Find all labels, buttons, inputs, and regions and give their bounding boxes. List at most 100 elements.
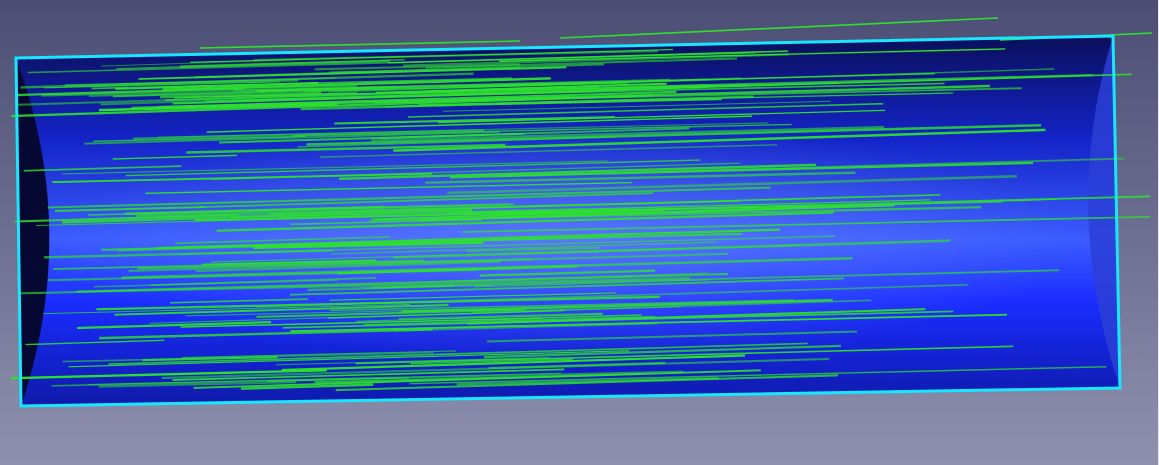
- streamline: [371, 269, 1060, 289]
- streamline: [199, 40, 521, 49]
- streamline: [41, 78, 671, 97]
- streamline: [206, 115, 753, 133]
- streamline: [99, 102, 338, 112]
- streamline: [398, 312, 604, 321]
- streamline: [483, 344, 842, 359]
- streamline: [327, 309, 565, 319]
- streamline: [281, 354, 746, 372]
- streamline: [194, 208, 673, 222]
- streamline: [160, 91, 322, 99]
- streamline: [488, 361, 666, 370]
- streamline: [53, 259, 424, 270]
- streamline: [121, 256, 853, 279]
- streamline: [202, 259, 377, 266]
- streamline: [472, 299, 872, 314]
- streamline: [339, 163, 816, 181]
- streamline: [62, 160, 609, 175]
- streamline: [99, 328, 433, 340]
- streamline: [185, 308, 488, 317]
- streamline: [447, 175, 1017, 195]
- streamline: [195, 260, 501, 273]
- streamline: [462, 215, 1151, 233]
- streamline: [94, 279, 339, 288]
- streamline: [172, 368, 565, 381]
- streamline: [77, 320, 272, 330]
- streamline: [44, 249, 334, 259]
- streamline: [55, 205, 205, 212]
- streamline: [486, 330, 858, 343]
- streamline: [47, 186, 771, 209]
- streamline: [363, 315, 656, 326]
- streamline: [290, 313, 1008, 333]
- streamline: [442, 100, 831, 112]
- streamline: [115, 81, 319, 90]
- streamline: [290, 218, 483, 226]
- streamline: [253, 241, 483, 249]
- streamline: [559, 17, 999, 39]
- streamline: [256, 308, 526, 318]
- streamline: [124, 205, 386, 216]
- streamline: [98, 380, 297, 388]
- streamline: [20, 277, 691, 295]
- streamline: [334, 115, 616, 125]
- streamline: [330, 241, 718, 255]
- streamline: [64, 79, 299, 87]
- streamline: [169, 298, 308, 304]
- streamline: [131, 95, 570, 110]
- streamline: [410, 358, 573, 365]
- streamline: [282, 310, 954, 329]
- streamline: [128, 252, 728, 272]
- streamline: [182, 350, 457, 359]
- streamline: [112, 78, 709, 98]
- streamline: [306, 123, 1042, 146]
- streamline: [179, 59, 390, 68]
- streamline: [88, 372, 562, 386]
- streamline: [133, 129, 484, 140]
- bounding-box-outline: [14, 34, 1122, 408]
- streamline: [335, 374, 839, 392]
- streamline: [155, 195, 866, 219]
- streamline: [52, 172, 432, 184]
- streamline: [96, 295, 660, 311]
- streamline: [371, 125, 885, 142]
- streamline: [10, 369, 327, 380]
- streamline: [469, 314, 642, 321]
- streamline: [27, 52, 756, 74]
- streamline: [240, 383, 374, 390]
- streamline: [25, 339, 165, 346]
- streamline: [375, 82, 667, 94]
- pipe-inlet-end-cap: [16, 58, 50, 406]
- streamline: [43, 304, 410, 315]
- streamline: [289, 277, 844, 296]
- streamline: [125, 159, 701, 177]
- streamline: [425, 57, 738, 69]
- streamline: [369, 206, 982, 222]
- streamline: [93, 135, 306, 143]
- pipe-outlet-end-cap: [1088, 36, 1120, 388]
- streamline: [275, 356, 550, 366]
- streamline: [409, 365, 1107, 385]
- streamline: [101, 232, 743, 251]
- streamline: [183, 84, 748, 99]
- streamline: [108, 342, 808, 365]
- streamline: [355, 345, 1014, 365]
- streamline: [470, 73, 1132, 96]
- streamline: [329, 292, 616, 301]
- streamline: [219, 132, 524, 144]
- streamline: [437, 109, 886, 124]
- streamline: [292, 123, 792, 137]
- streamline: [23, 165, 182, 172]
- streamline: [319, 144, 778, 158]
- streamline: [393, 128, 1046, 152]
- streamline: [499, 48, 1006, 62]
- streamline: [297, 136, 616, 148]
- streamline: [186, 143, 506, 154]
- streamline: [62, 208, 472, 224]
- streamline: [425, 171, 856, 184]
- streamline: [466, 246, 599, 252]
- streamline-group: [10, 17, 1153, 392]
- streamline: [62, 351, 434, 363]
- streamline: [193, 369, 761, 389]
